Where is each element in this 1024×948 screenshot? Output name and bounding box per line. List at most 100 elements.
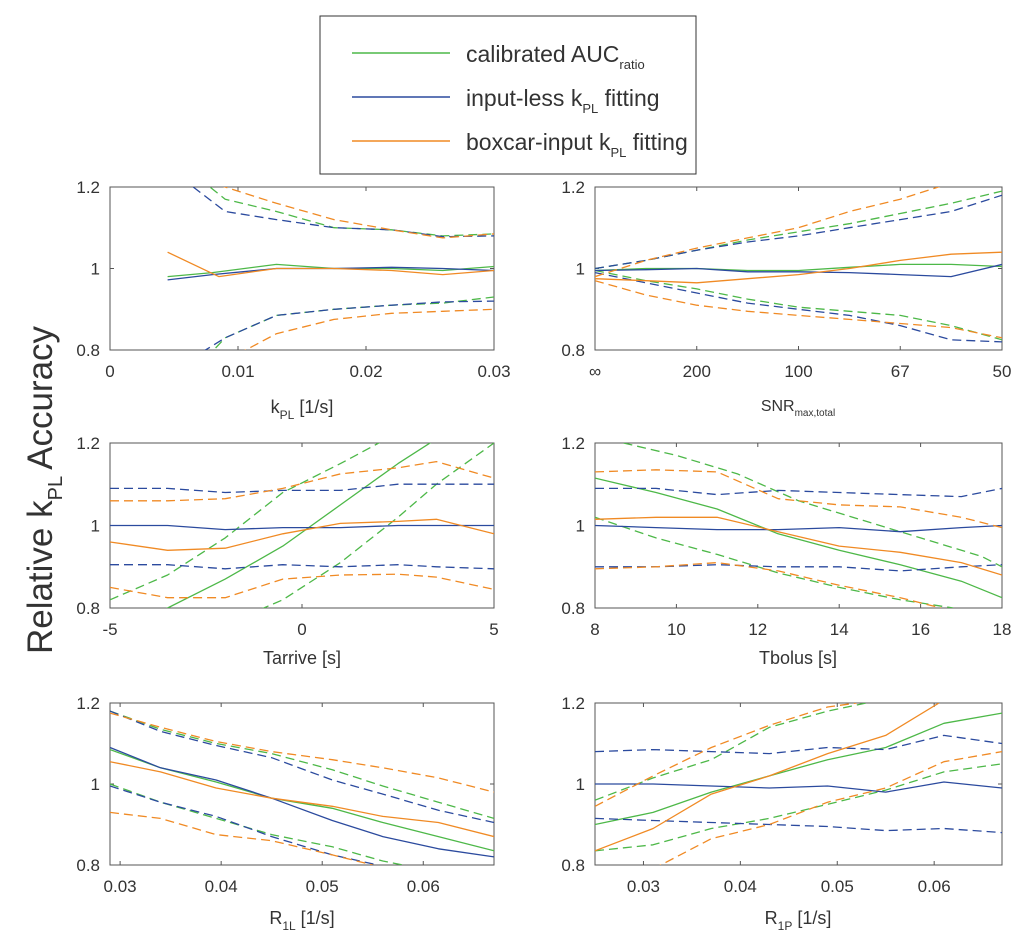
x-tick-label: 0.03	[477, 362, 510, 381]
y-tick-label: 1.2	[76, 434, 100, 453]
y-tick-label: 0.8	[561, 856, 585, 875]
x-tick-label: 5	[489, 620, 498, 639]
x-tick-label: 0.03	[104, 877, 137, 896]
series-line-calibrated-auc-lower	[262, 443, 494, 608]
x-tick-label: 0.01	[221, 362, 254, 381]
y-tick-label: 0.8	[76, 856, 100, 875]
series-line-calibrated-auc-upper	[595, 703, 867, 801]
x-tick-label: 12	[748, 620, 767, 639]
series-line-input-less-mean	[595, 263, 1002, 278]
series-line-calibrated-auc-mean	[110, 748, 494, 852]
x-axis-label-tbolus: Tbolus [s]	[759, 648, 837, 668]
x-tick-label: 0.03	[627, 877, 660, 896]
legend-box	[319, 15, 697, 175]
series-line-boxcar-upper	[110, 460, 494, 502]
series-line-calibrated-auc-upper	[110, 710, 494, 820]
series-line-calibrated-auc-lower	[110, 783, 404, 865]
x-tick-label: 0.05	[821, 877, 854, 896]
x-tick-label: 100	[784, 362, 812, 381]
series-line-boxcar-upper	[595, 187, 941, 278]
series-line-input-less-upper	[110, 710, 494, 824]
series-line-input-less-lower	[110, 564, 494, 570]
y-tick-label: 1.2	[76, 178, 100, 197]
y-tick-label: 0.8	[561, 599, 585, 618]
series-line-calibrated-auc-lower	[595, 269, 1002, 341]
series-line-boxcar-mean	[595, 703, 940, 852]
series-line-calibrated-auc-lower	[212, 296, 494, 350]
series-line-boxcar-lower	[244, 308, 494, 350]
x-tick-label: 0	[297, 620, 306, 639]
series-line-calibrated-auc-lower	[595, 516, 954, 608]
series-line-calibrated-auc-mean	[595, 263, 1002, 272]
series-line-input-less-upper	[595, 194, 1002, 270]
x-tick-label: 14	[830, 620, 849, 639]
y-tick-label: 1	[91, 775, 100, 794]
chart-panel-snr: ∞ 200 100 67 50 0.8 1 1.2 SNRmax,total	[561, 178, 1011, 419]
y-tick-label: 1	[576, 517, 585, 536]
series-line-input-less-mean	[595, 781, 1002, 793]
series-line-boxcar-upper	[595, 469, 1002, 529]
plot-frame	[594, 442, 1003, 609]
series-line-calibrated-auc-upper	[110, 443, 381, 601]
series-line-calibrated-auc-mean	[595, 477, 1002, 599]
x-axis-label-r1l: R1L [1/s]	[269, 908, 334, 933]
series-line-input-less-lower	[204, 300, 494, 350]
series-line-boxcar-lower	[110, 573, 494, 599]
x-axis-label-kpl: kPL [1/s]	[271, 397, 334, 422]
series-line-input-less-mean	[110, 746, 494, 858]
series-line-input-less-upper	[192, 187, 494, 238]
x-tick-label: 0.04	[724, 877, 757, 896]
chart-panel-tarrive: -5 0 5 0.8 1 1.2 Tarrive [s]	[76, 434, 498, 668]
series-line-calibrated-auc-lower	[595, 763, 1002, 852]
series-line-boxcar-mean	[595, 251, 1002, 284]
legend-label-calibrated: calibrated AUCratio	[466, 41, 645, 72]
x-tick-label: 200	[683, 362, 711, 381]
series-line-input-less-upper	[110, 483, 494, 494]
y-tick-label: 1.2	[76, 694, 100, 713]
x-tick-label: 0.02	[349, 362, 382, 381]
x-tick-label: 0.04	[205, 877, 238, 896]
series-line-boxcar-lower	[595, 280, 1002, 339]
series-line-boxcar-upper	[222, 187, 494, 239]
series-line-calibrated-auc-mean	[166, 443, 432, 608]
series-line-boxcar-lower	[595, 561, 942, 608]
series-line-boxcar-upper	[595, 703, 857, 807]
series-line-calibrated-auc-upper	[595, 190, 1002, 270]
series-line-input-less-mean	[110, 524, 494, 531]
x-tick-label: 18	[993, 620, 1012, 639]
x-tick-label: 0.05	[306, 877, 339, 896]
series-line-input-less-mean	[167, 266, 494, 281]
series-line-input-less-lower	[595, 564, 1002, 572]
x-axis-label-tarrive: Tarrive [s]	[263, 648, 341, 668]
series-line-boxcar-lower	[659, 750, 1002, 865]
x-tick-label: 0.06	[407, 877, 440, 896]
x-tick-label: 67	[891, 362, 910, 381]
y-axis-main-label: Relative kPLAccuracy	[21, 325, 67, 654]
series-line-calibrated-auc-upper	[208, 187, 494, 237]
x-tick-label: 16	[911, 620, 930, 639]
y-tick-label: 0.8	[76, 599, 100, 618]
y-tick-label: 1	[91, 260, 100, 279]
series-line-boxcar-mean	[110, 761, 494, 838]
y-tick-label: 0.8	[76, 341, 100, 360]
series-line-boxcar-lower	[110, 811, 373, 865]
y-tick-label: 1	[576, 260, 585, 279]
x-axis-label-r1p: R1P [1/s]	[765, 908, 832, 933]
chart-panel-kpl: 0 0.01 0.02 0.03 0.8 1 1.2 kPL [1/s]	[76, 178, 510, 422]
y-tick-label: 1	[91, 517, 100, 536]
series-line-boxcar-mean	[595, 516, 1002, 576]
y-tick-label: 1.2	[561, 434, 585, 453]
series-line-input-less-mean	[595, 524, 1002, 533]
legend-label-boxcar: boxcar-input kPL fitting	[466, 129, 688, 160]
x-tick-label: 0	[105, 362, 114, 381]
x-tick-label: ∞	[589, 362, 601, 381]
y-tick-label: 1	[576, 775, 585, 794]
series-line-input-less-upper	[595, 487, 1002, 498]
chart-panel-tbolus: 8 10 12 14 16 18 0.8 1 1.2 Tbolus [s]	[561, 434, 1011, 668]
series-line-boxcar-mean	[167, 251, 494, 278]
series-line-calibrated-auc-upper	[623, 443, 1002, 568]
x-tick-label: -5	[102, 620, 117, 639]
series-line-boxcar-upper	[110, 712, 494, 793]
series-line-input-less-upper	[595, 734, 1002, 755]
